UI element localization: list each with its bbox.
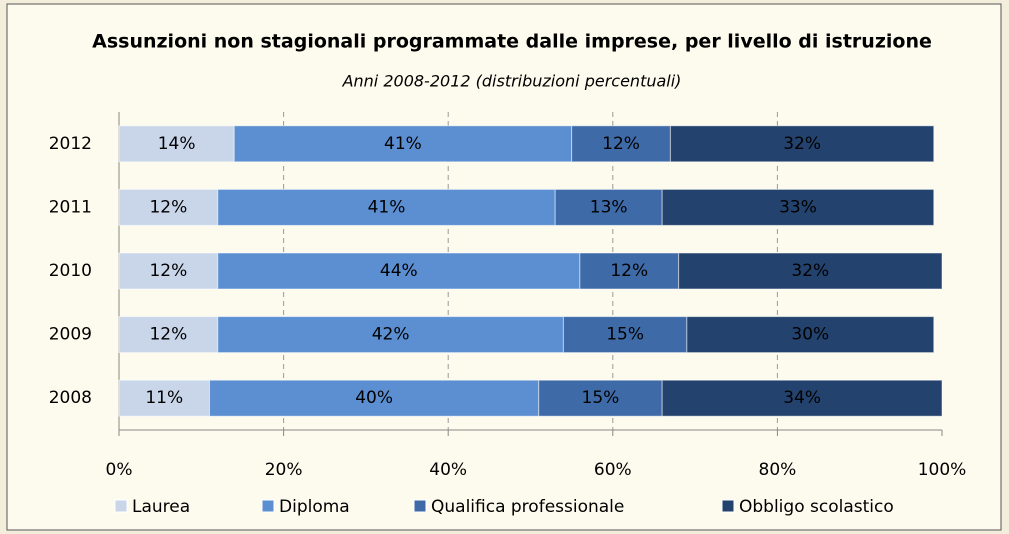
bar-segment <box>571 125 671 163</box>
data-label: 41% <box>368 197 406 217</box>
data-label: 11% <box>145 388 183 408</box>
legend-label: Obbligo scolastico <box>739 497 894 517</box>
data-label: 12% <box>149 197 187 217</box>
bar-segment <box>209 379 540 417</box>
legend-swatch <box>413 499 427 513</box>
bar-segment <box>579 252 680 290</box>
data-label: 14% <box>158 134 196 154</box>
data-label: 44% <box>380 261 418 281</box>
bar-segment <box>554 188 663 226</box>
data-label: 13% <box>590 197 628 217</box>
bar-segment <box>118 252 219 290</box>
data-label: 40% <box>355 388 393 408</box>
data-label: 12% <box>610 261 648 281</box>
x-tick-label: 40% <box>429 460 467 480</box>
data-label: 42% <box>372 325 410 345</box>
y-tick-label: 2008 <box>49 388 92 408</box>
y-tick-label: 2012 <box>49 134 92 154</box>
data-label: 34% <box>783 388 821 408</box>
data-label: 12% <box>149 325 187 345</box>
legend-swatch <box>261 499 275 513</box>
data-label: 32% <box>791 261 829 281</box>
legend-label: Diploma <box>279 497 350 517</box>
bar-segment <box>118 379 211 417</box>
bar-segment <box>118 316 219 354</box>
bar-segment <box>678 252 943 290</box>
chart-title: Assunzioni non stagionali programmate da… <box>92 31 932 53</box>
legend-label: Qualifica professionale <box>431 497 624 517</box>
bar-segment <box>538 379 663 417</box>
chart-subtitle: Anni 2008-2012 (distribuzioni percentual… <box>342 72 682 91</box>
data-label: 12% <box>149 261 187 281</box>
data-label: 32% <box>783 134 821 154</box>
data-label: 33% <box>779 197 817 217</box>
bar-segment <box>686 316 935 354</box>
data-label: 30% <box>791 325 829 345</box>
bar-segment <box>562 316 688 354</box>
bar-segment <box>217 316 564 354</box>
y-tick-label: 2011 <box>49 197 92 217</box>
data-label: 12% <box>602 134 640 154</box>
legend-swatch <box>114 499 128 513</box>
bar-segment <box>118 125 235 163</box>
y-tick-label: 2010 <box>49 261 92 281</box>
y-tick-label: 2009 <box>49 325 92 345</box>
data-label: 15% <box>606 325 644 345</box>
data-label: 15% <box>582 388 620 408</box>
x-tick-label: 100% <box>918 460 967 480</box>
bar-segment <box>669 125 935 163</box>
bar-segment <box>661 379 943 417</box>
x-tick-label: 20% <box>265 460 303 480</box>
legend-label: Laurea <box>132 497 190 517</box>
x-tick-label: 0% <box>106 460 133 480</box>
bar-segment <box>118 188 219 226</box>
x-tick-label: 80% <box>759 460 797 480</box>
data-label: 41% <box>384 134 422 154</box>
x-tick-label: 60% <box>594 460 632 480</box>
bar-segment <box>661 188 935 226</box>
legend-swatch <box>721 499 735 513</box>
bar-segment <box>233 125 573 163</box>
